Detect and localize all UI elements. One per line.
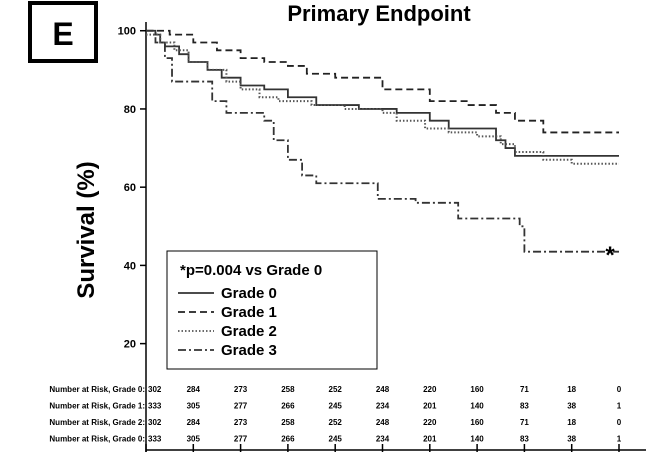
risk-value: 305 [187,402,201,411]
risk-value: 284 [187,418,201,427]
risk-value: 284 [187,385,201,394]
legend-annotation: *p=0.004 vs Grade 0 [180,262,322,279]
risk-value: 140 [470,402,484,411]
legend-entry: Grade 2 [221,323,277,340]
y-tick-label: 80 [124,104,136,116]
risk-value: 201 [423,402,437,411]
risk-value: 273 [234,385,248,394]
risk-value: 160 [470,385,484,394]
risk-value: 83 [520,402,529,411]
risk-value: 248 [376,418,390,427]
risk-value: 83 [520,435,529,444]
y-ticks: 20 40 60 80 100 [118,26,146,351]
risk-value: 252 [329,385,343,394]
risk-value: 258 [281,385,295,394]
risk-value: 245 [329,435,343,444]
risk-value: 234 [376,402,390,411]
legend-entry: Grade 3 [221,342,277,359]
risk-row-label: Number at Risk, Grade 2: [49,418,145,427]
risk-value: 1 [617,402,622,411]
panel-label: E [52,16,73,52]
curve-grade-1 [146,29,619,134]
curve-grade-2 [146,33,619,165]
y-tick-label: 60 [124,182,136,194]
curve-grade-0 [146,29,619,157]
legend-entry: Grade 1 [221,304,277,321]
y-tick-label: 100 [118,26,136,38]
risk-value: 18 [567,418,576,427]
curve-grade-3 [146,29,619,253]
significance-marker: * [605,242,615,269]
y-tick-label: 20 [124,339,136,351]
chart-title: Primary Endpoint [287,1,471,26]
risk-row-label: Number at Risk, Grade 0: [49,385,145,394]
risk-value: 333 [148,402,162,411]
risk-value: 277 [234,402,248,411]
risk-value: 266 [281,435,295,444]
risk-value: 0 [617,385,622,394]
risk-value: 140 [470,435,484,444]
legend: *p=0.004 vs Grade 0 Grade 0 Grade 1 Grade … [166,250,378,370]
risk-value: 220 [423,418,437,427]
risk-value: 333 [148,435,162,444]
risk-value: 18 [567,385,576,394]
risk-value: 302 [148,385,162,394]
risk-value: 302 [148,418,162,427]
risk-value: 38 [567,402,576,411]
risk-row-label: Number at Risk, Grade 1: [49,402,145,411]
risk-value: 220 [423,385,437,394]
risk-value: 1 [617,435,622,444]
risk-value: 252 [329,418,343,427]
risk-value: 273 [234,418,248,427]
risk-value: 71 [520,418,529,427]
y-tick-label: 40 [124,260,136,272]
risk-value: 277 [234,435,248,444]
risk-table: Number at Risk, Grade 0: 302 284 273 258 252 2… [49,385,621,444]
risk-value: 258 [281,418,295,427]
risk-value: 266 [281,402,295,411]
risk-value: 201 [423,435,437,444]
risk-value: 71 [520,385,529,394]
survival-curves [146,29,619,253]
risk-value: 160 [470,418,484,427]
y-axis-label: Survival (%) [73,161,100,298]
risk-row-label: Number at Risk, Grade 0: [49,435,145,444]
risk-value: 305 [187,435,201,444]
risk-value: 245 [329,402,343,411]
risk-value: 248 [376,385,390,394]
panel-label-box [28,1,98,63]
risk-value: 234 [376,435,390,444]
risk-value: 0 [617,418,622,427]
legend-entry: Grade 0 [221,285,277,302]
x-ticks [145,444,620,452]
risk-value: 38 [567,435,576,444]
